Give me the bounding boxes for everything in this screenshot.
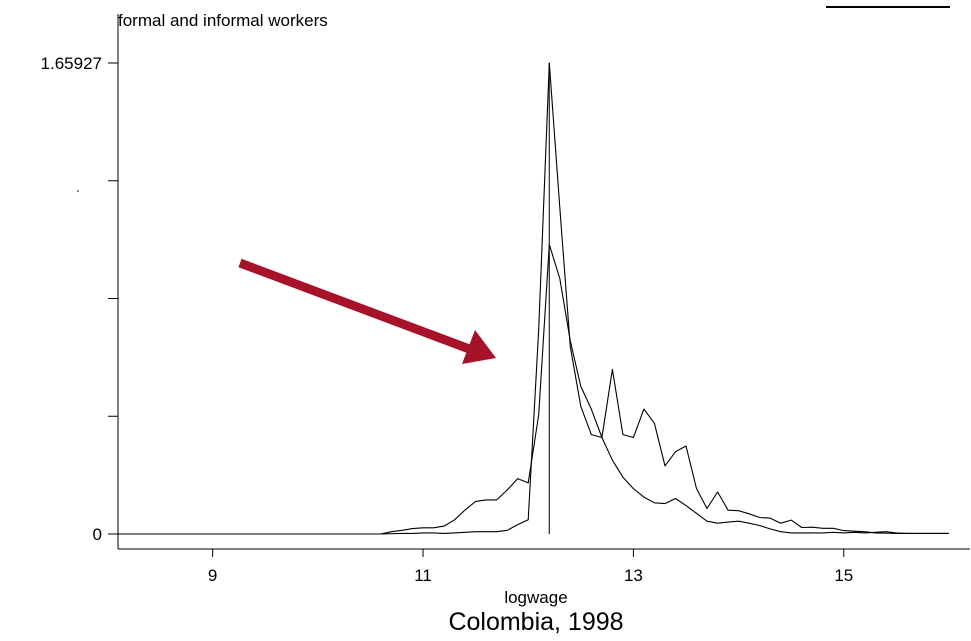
x-tick-label: 13 bbox=[624, 566, 643, 585]
chart-subtitle: formal and informal workers bbox=[118, 11, 328, 30]
y-tick-label: 0 bbox=[93, 525, 102, 544]
chart-title: Colombia, 1998 bbox=[448, 608, 623, 636]
x-tick-label: 9 bbox=[208, 566, 217, 585]
x-tick-label: 11 bbox=[414, 566, 432, 585]
annotation-arrow-shaft bbox=[238, 258, 474, 355]
y-tick-label: 1.65927 bbox=[41, 54, 102, 73]
series-line-2 bbox=[118, 62, 949, 535]
series-line-1 bbox=[118, 243, 949, 535]
axis-mark-dot bbox=[77, 190, 79, 192]
annotation-arrow bbox=[238, 258, 496, 364]
x-axis-label: logwage bbox=[504, 588, 567, 607]
x-tick-label: 15 bbox=[834, 566, 853, 585]
plot-area: 9 11 13 15 0 1.65927 bbox=[41, 14, 970, 585]
annotation-arrow-head bbox=[462, 330, 496, 364]
